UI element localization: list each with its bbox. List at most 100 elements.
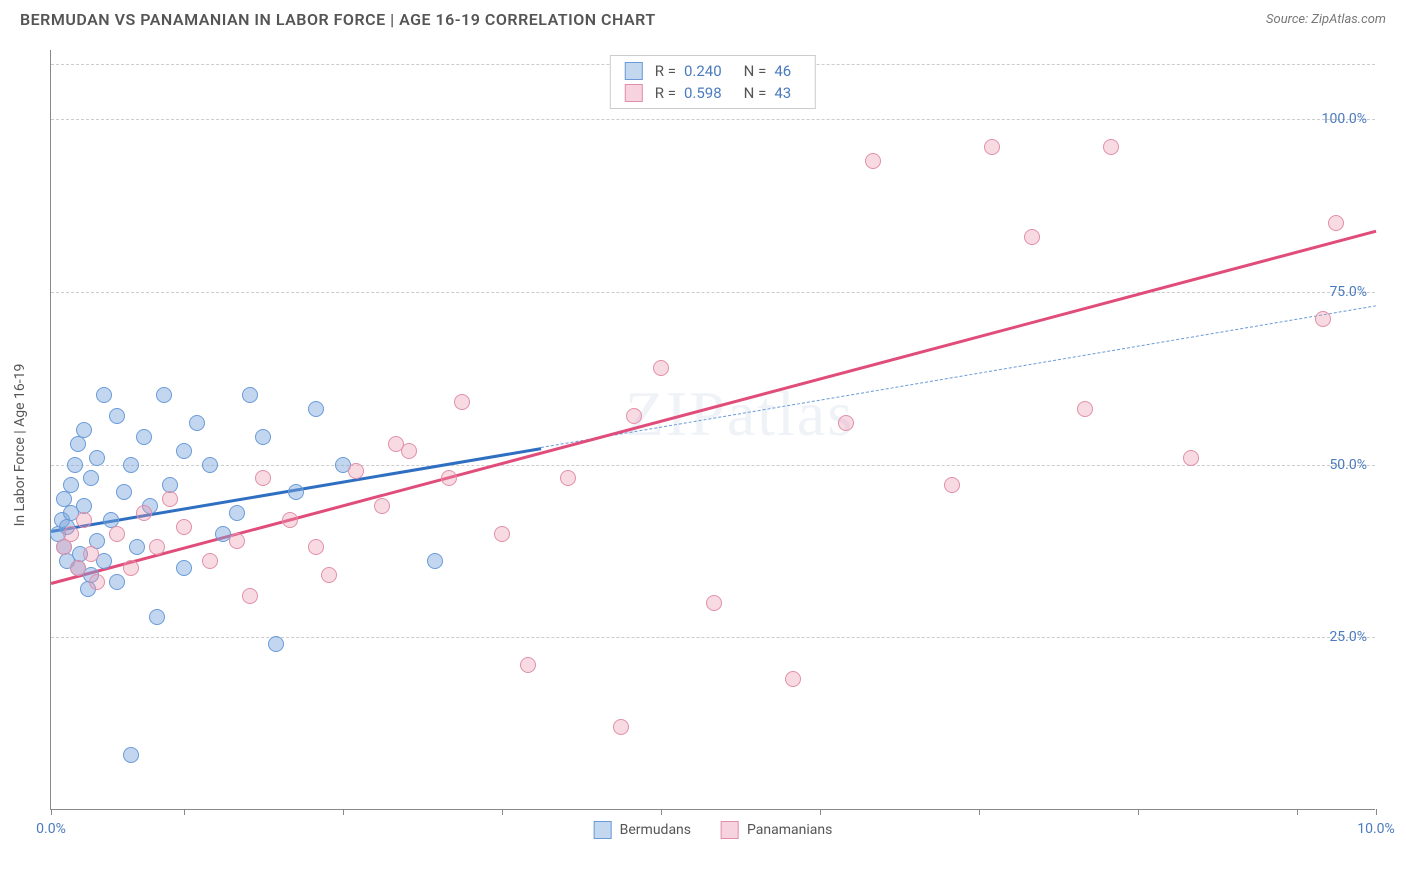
stat-n-label: N = bbox=[744, 62, 767, 80]
source-attribution: Source: ZipAtlas.com bbox=[1266, 12, 1386, 27]
scatter-point bbox=[401, 443, 417, 459]
scatter-point bbox=[1315, 311, 1331, 327]
legend-label: Panamanians bbox=[747, 822, 832, 838]
stat-n-value: 43 bbox=[774, 84, 791, 102]
gridline-h bbox=[51, 465, 1375, 466]
xtick-mark bbox=[979, 809, 980, 815]
scatter-point bbox=[136, 505, 152, 521]
legend-swatch bbox=[625, 84, 643, 102]
xtick-mark bbox=[184, 809, 185, 815]
scatter-point bbox=[454, 394, 470, 410]
scatter-point bbox=[255, 470, 271, 486]
scatter-point bbox=[1103, 139, 1119, 155]
scatter-point bbox=[613, 719, 629, 735]
scatter-point bbox=[116, 484, 132, 500]
scatter-point bbox=[202, 553, 218, 569]
bottom-legend: Bermudans Panamanians bbox=[594, 821, 833, 839]
scatter-point bbox=[944, 477, 960, 493]
scatter-point bbox=[308, 539, 324, 555]
stat-r-label: R = bbox=[655, 62, 676, 80]
scatter-point bbox=[321, 567, 337, 583]
scatter-point bbox=[626, 408, 642, 424]
scatter-point bbox=[229, 505, 245, 521]
scatter-point bbox=[242, 387, 258, 403]
scatter-point bbox=[348, 463, 364, 479]
xtick-mark bbox=[343, 809, 344, 815]
legend-swatch bbox=[594, 821, 612, 839]
scatter-point bbox=[70, 560, 86, 576]
scatter-point bbox=[83, 470, 99, 486]
stat-r-value: 0.598 bbox=[684, 84, 722, 102]
ytick-label: 50.0% bbox=[1329, 457, 1367, 473]
xtick-label: 10.0% bbox=[1357, 821, 1395, 837]
scatter-point bbox=[176, 560, 192, 576]
stats-box: R = 0.240 N = 46 R = 0.598 N = 43 bbox=[610, 55, 816, 109]
scatter-point bbox=[83, 546, 99, 562]
scatter-point bbox=[520, 657, 536, 673]
scatter-point bbox=[984, 139, 1000, 155]
scatter-point bbox=[560, 470, 576, 486]
xtick-mark bbox=[820, 809, 821, 815]
stat-r-value: 0.240 bbox=[684, 62, 722, 80]
stat-n-value: 46 bbox=[774, 62, 791, 80]
scatter-point bbox=[149, 609, 165, 625]
scatter-point bbox=[162, 491, 178, 507]
scatter-point bbox=[123, 560, 139, 576]
gridline-h bbox=[51, 292, 1375, 293]
trendline-extrapolated bbox=[541, 306, 1376, 449]
scatter-point bbox=[202, 457, 218, 473]
scatter-point bbox=[229, 533, 245, 549]
scatter-point bbox=[89, 450, 105, 466]
scatter-point bbox=[268, 636, 284, 652]
legend-swatch bbox=[625, 62, 643, 80]
scatter-point bbox=[63, 477, 79, 493]
legend-label: Bermudans bbox=[620, 822, 691, 838]
xtick-mark bbox=[1138, 809, 1139, 815]
stats-row: R = 0.598 N = 43 bbox=[611, 82, 815, 104]
scatter-point bbox=[123, 457, 139, 473]
xtick-mark bbox=[51, 809, 52, 815]
xtick-mark bbox=[502, 809, 503, 815]
scatter-point bbox=[1183, 450, 1199, 466]
scatter-point bbox=[1328, 215, 1344, 231]
xtick-mark bbox=[1297, 809, 1298, 815]
scatter-point bbox=[176, 443, 192, 459]
scatter-point bbox=[282, 512, 298, 528]
scatter-point bbox=[129, 539, 145, 555]
scatter-point bbox=[427, 553, 443, 569]
scatter-point bbox=[189, 415, 205, 431]
scatter-point bbox=[494, 526, 510, 542]
ytick-label: 25.0% bbox=[1329, 629, 1367, 645]
scatter-point bbox=[255, 429, 271, 445]
scatter-point bbox=[838, 415, 854, 431]
scatter-point bbox=[109, 526, 125, 542]
xtick-label: 0.0% bbox=[36, 821, 66, 837]
chart-container: ZIPatlas 25.0%50.0%75.0%100.0%0.0%10.0%R… bbox=[50, 50, 1390, 840]
legend-item: Panamanians bbox=[721, 821, 832, 839]
scatter-point bbox=[123, 747, 139, 763]
scatter-point bbox=[63, 526, 79, 542]
scatter-point bbox=[89, 574, 105, 590]
stat-n-label: N = bbox=[744, 84, 767, 102]
xtick-mark bbox=[1376, 809, 1377, 815]
stat-r-label: R = bbox=[655, 84, 676, 102]
scatter-point bbox=[706, 595, 722, 611]
scatter-point bbox=[96, 387, 112, 403]
scatter-point bbox=[785, 671, 801, 687]
scatter-point bbox=[242, 588, 258, 604]
xtick-mark bbox=[661, 809, 662, 815]
scatter-point bbox=[149, 539, 165, 555]
scatter-point bbox=[865, 153, 881, 169]
scatter-point bbox=[109, 574, 125, 590]
stats-row: R = 0.240 N = 46 bbox=[611, 60, 815, 82]
scatter-point bbox=[67, 457, 83, 473]
scatter-point bbox=[56, 539, 72, 555]
gridline-h bbox=[51, 637, 1375, 638]
scatter-point bbox=[653, 360, 669, 376]
scatter-point bbox=[176, 519, 192, 535]
plot-area: ZIPatlas 25.0%50.0%75.0%100.0%0.0%10.0%R… bbox=[50, 50, 1375, 810]
scatter-point bbox=[1077, 401, 1093, 417]
legend-swatch bbox=[721, 821, 739, 839]
scatter-point bbox=[70, 436, 86, 452]
legend-item: Bermudans bbox=[594, 821, 691, 839]
